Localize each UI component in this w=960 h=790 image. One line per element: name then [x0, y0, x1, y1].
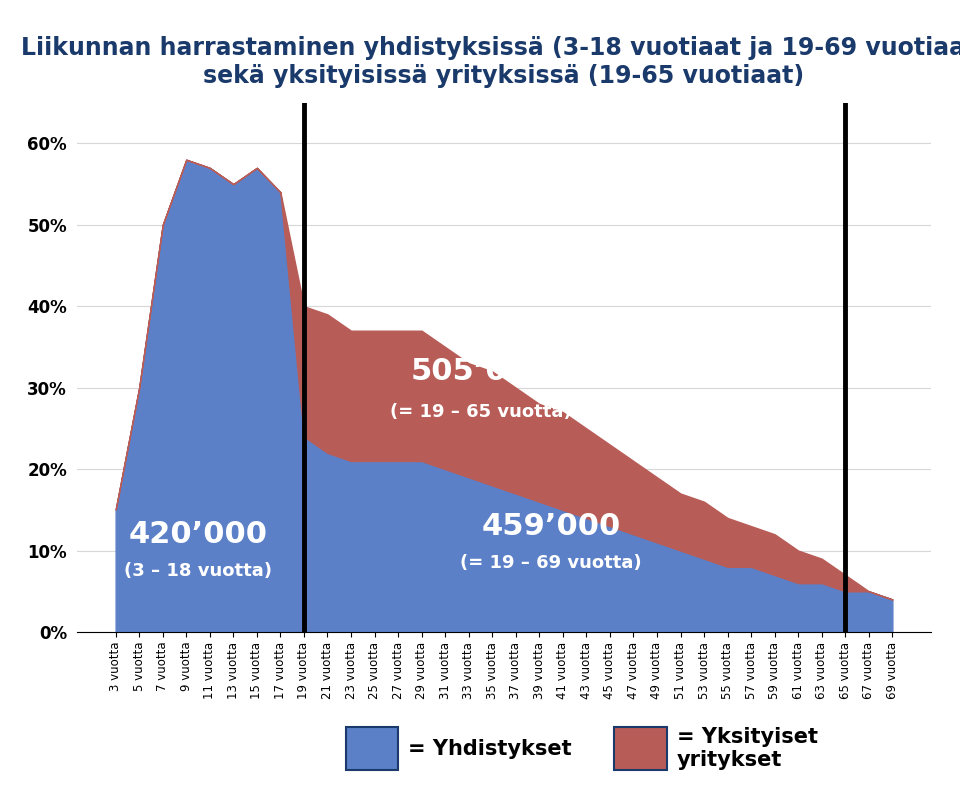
Title: Liikunnan harrastaminen yhdistyksissä (3-18 vuotiaat ja 19-69 vuotiaat)
sekä yks: Liikunnan harrastaminen yhdistyksissä (3… [21, 36, 960, 88]
Text: (= 19 – 69 vuotta): (= 19 – 69 vuotta) [460, 554, 642, 572]
Text: (3 – 18 vuotta): (3 – 18 vuotta) [124, 562, 272, 580]
Text: 505’000: 505’000 [411, 357, 550, 386]
Text: 459’000: 459’000 [482, 512, 621, 540]
Text: = Yhdistykset: = Yhdistykset [408, 739, 571, 758]
Text: (= 19 – 65 vuotta): (= 19 – 65 vuotta) [390, 403, 571, 421]
Text: = Yksityiset
yritykset: = Yksityiset yritykset [677, 727, 818, 770]
Text: 420’000: 420’000 [129, 520, 268, 549]
